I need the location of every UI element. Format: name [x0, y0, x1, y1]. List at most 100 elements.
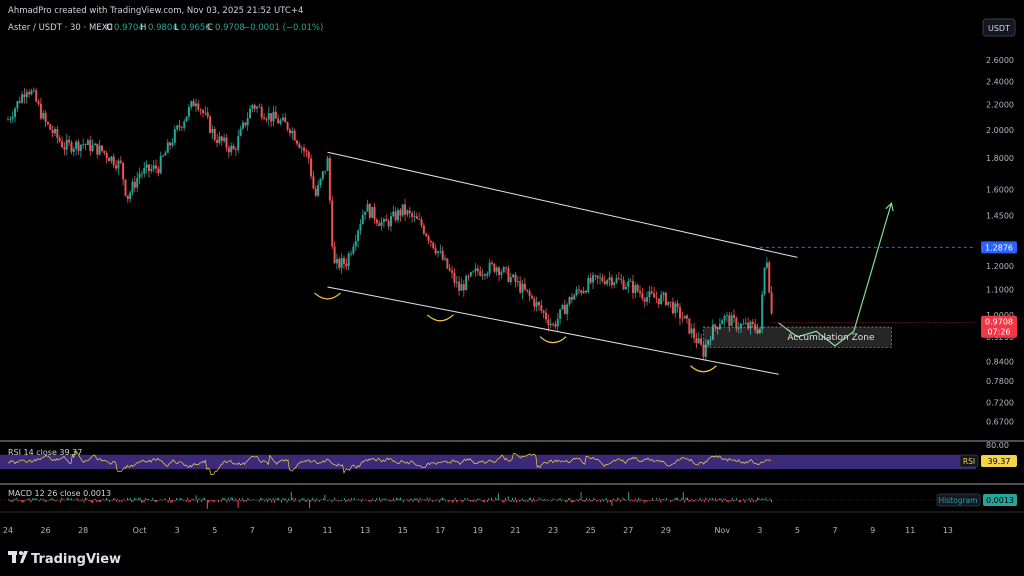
macd-histogram-bar — [559, 497, 561, 501]
bottom-mark-arc — [690, 365, 717, 373]
macd-histogram-bar — [586, 497, 588, 501]
macd-histogram-bar — [608, 500, 610, 501]
macd-histogram-bar — [10, 500, 12, 502]
rsi-title[interactable]: RSI 14 close 39.37 — [8, 448, 82, 457]
macd-histogram-bar — [93, 499, 95, 501]
macd-legend-label: Histogram — [939, 496, 978, 505]
macd-histogram-bar — [37, 499, 39, 501]
macd-histogram-bar — [597, 500, 599, 502]
countdown-label: 07:26 — [987, 328, 1010, 337]
candle-body — [716, 327, 719, 330]
macd-histogram-bar — [143, 500, 145, 502]
macd-histogram-bar — [443, 498, 445, 501]
candle-body — [528, 291, 531, 296]
candle-body — [404, 204, 407, 215]
candle-body — [136, 177, 139, 188]
time-tick-label: 24 — [3, 526, 13, 535]
candle-body — [281, 117, 284, 121]
ohlc-o-value: 0.9704 — [114, 23, 144, 33]
macd-title[interactable]: MACD 12 26 close 0.0013 — [8, 489, 111, 498]
macd-histogram-bar — [694, 500, 695, 502]
macd-histogram-bar — [76, 497, 78, 501]
macd-histogram-bar — [471, 500, 473, 502]
candle-body — [227, 147, 230, 153]
macd-histogram-bar — [708, 500, 709, 502]
candle-body — [516, 281, 519, 283]
candle-body — [267, 113, 270, 120]
candle-body — [234, 149, 237, 151]
candle-body — [354, 240, 357, 247]
macd-histogram-bar — [180, 497, 182, 501]
candle-body — [260, 107, 263, 118]
macd-histogram-bar — [692, 500, 694, 502]
macd-histogram-bar — [401, 499, 403, 501]
candle-body — [634, 284, 637, 293]
candle-body — [357, 230, 360, 241]
macd-histogram-bar — [755, 500, 757, 503]
candle-body — [587, 277, 590, 293]
candle-body — [427, 236, 430, 241]
macd-histogram-bar — [374, 500, 376, 502]
price-tick-label: 1.4500 — [986, 212, 1014, 221]
macd-histogram-bar — [45, 500, 47, 502]
tradingview-logo[interactable]: TradingView — [8, 551, 121, 567]
candle-body — [603, 281, 606, 285]
macd-histogram-bar — [611, 500, 613, 506]
macd-histogram-bar — [729, 500, 730, 501]
macd-histogram-bar — [607, 500, 609, 503]
macd-histogram-bar — [762, 498, 764, 501]
macd-histogram-bar — [185, 500, 187, 502]
accumulation-zone-box[interactable] — [703, 326, 892, 348]
time-tick-label: 27 — [623, 526, 633, 535]
macd-histogram-bar — [220, 500, 222, 502]
candle-body — [270, 113, 273, 122]
macd-histogram-bar — [222, 497, 224, 501]
candle-body — [263, 117, 266, 120]
candle-body — [345, 263, 348, 267]
channel-upper-line — [327, 151, 798, 258]
macd-histogram-bar — [677, 497, 679, 501]
candle-body — [155, 165, 158, 169]
macd-histogram-bar — [310, 500, 312, 502]
candle-body — [507, 267, 510, 283]
candle-body — [573, 295, 576, 300]
symbol-title[interactable]: Aster / USDT · 30 · MEXC — [8, 23, 113, 33]
price-tick-label: 1.6000 — [986, 185, 1014, 194]
candle-body — [133, 181, 136, 188]
currency-button[interactable]: USDT — [982, 18, 1016, 37]
candle-body — [765, 262, 768, 268]
macd-histogram-bar — [331, 500, 333, 503]
tradingview-logo-text: TradingView — [31, 552, 121, 567]
macd-histogram-bar — [510, 500, 512, 503]
candle-body — [180, 127, 183, 128]
macd-histogram-bar — [432, 500, 434, 503]
macd-histogram-bar — [309, 500, 310, 508]
candle-body — [737, 327, 740, 329]
macd-histogram-bar — [177, 499, 179, 501]
macd-histogram-bar — [260, 497, 261, 501]
macd-histogram-bar — [442, 497, 443, 501]
candle-body — [51, 129, 54, 134]
macd-histogram-bar — [650, 500, 652, 502]
macd-histogram-bar — [766, 500, 768, 501]
macd-histogram-bar — [551, 500, 553, 502]
macd-histogram-bar — [129, 497, 131, 501]
price-tick-label: 2.6000 — [986, 56, 1014, 65]
macd-histogram-bar — [730, 500, 732, 502]
candle-body — [693, 328, 696, 339]
candle-body — [707, 340, 710, 345]
candle-body — [761, 294, 764, 329]
candle-body — [239, 128, 242, 136]
macd-histogram-bar — [304, 500, 306, 502]
candle-body — [530, 295, 533, 299]
macd-histogram-bar — [407, 499, 408, 501]
macd-histogram-bar — [16, 497, 18, 501]
macd-histogram-bar — [415, 498, 417, 501]
macd-histogram-bar — [591, 500, 593, 502]
macd-histogram-bar — [528, 497, 530, 501]
candle-body — [641, 293, 644, 299]
accumulation-zone[interactable]: Accumulation Zone — [703, 326, 892, 348]
macd-histogram-bar — [43, 498, 44, 501]
macd-histogram-bar — [341, 500, 343, 502]
macd-histogram-bar — [638, 497, 639, 501]
